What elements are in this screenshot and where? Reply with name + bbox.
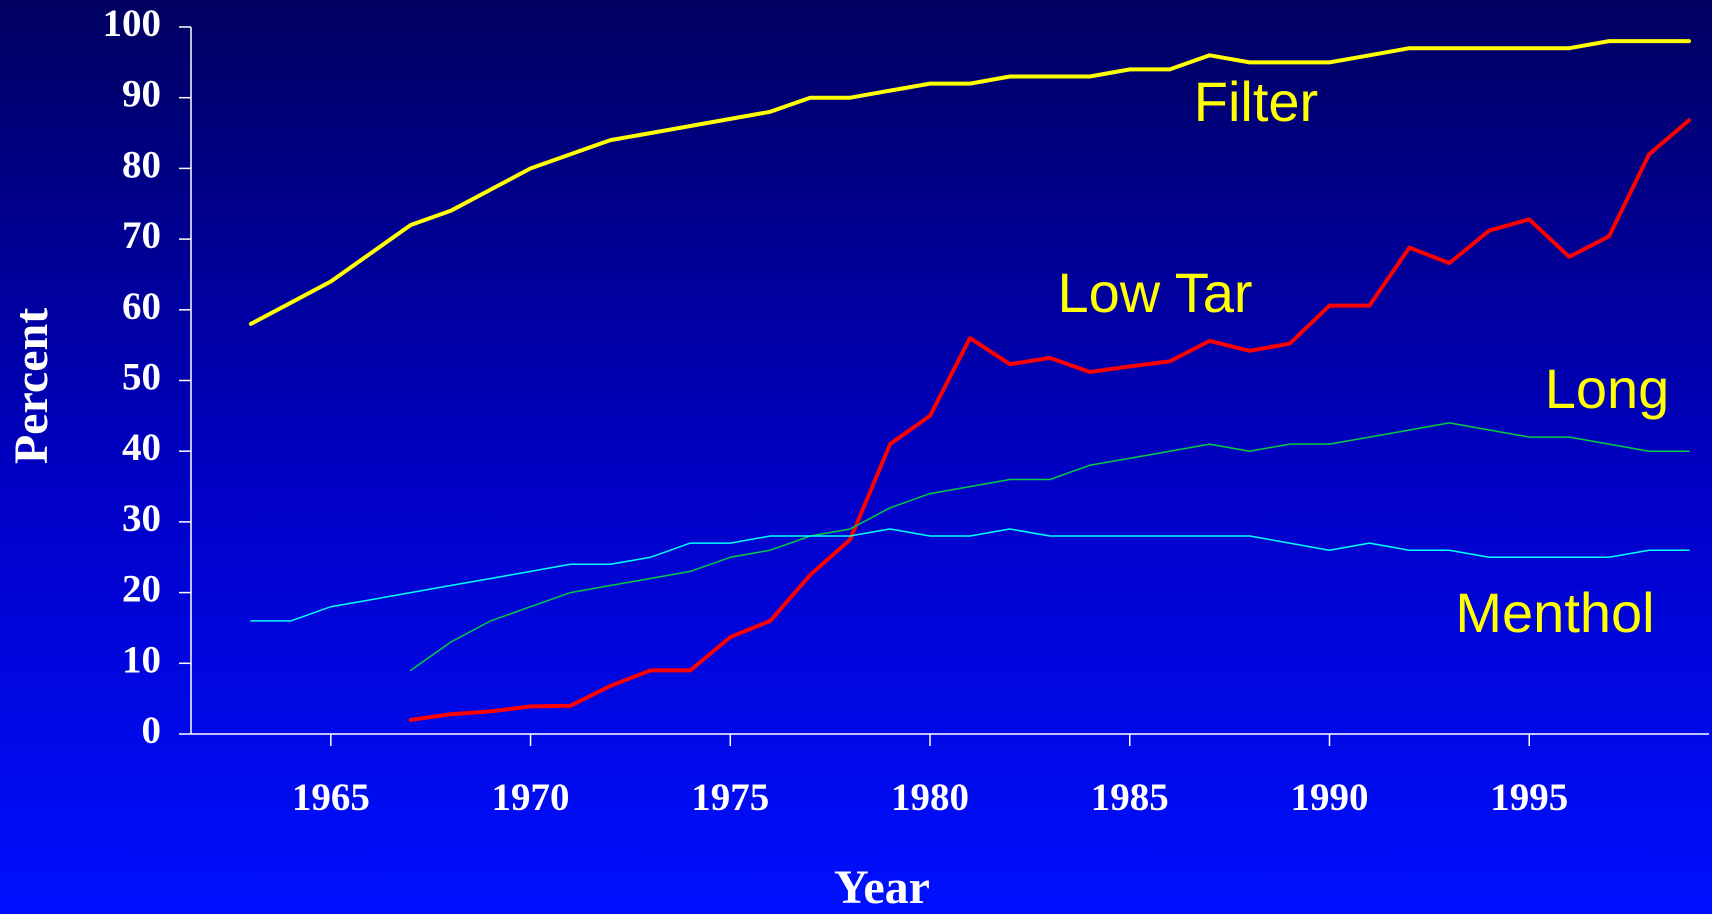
y-axis-title: Percent <box>5 308 58 464</box>
x-tick-label: 1985 <box>1091 776 1169 819</box>
y-tick-label: 0 <box>142 709 162 752</box>
x-tick-label: 1980 <box>891 776 969 819</box>
y-tick-label: 30 <box>122 497 161 540</box>
series-line <box>250 528 1690 622</box>
x-tick-label: 1965 <box>292 776 370 819</box>
series-line <box>248 39 1691 326</box>
x-tick-label: 1970 <box>492 776 570 819</box>
series-label: Long <box>1545 357 1670 420</box>
y-tick-label: 50 <box>122 355 161 398</box>
x-axis-title: Year <box>834 861 930 914</box>
x-tick-label: 1975 <box>691 776 769 819</box>
series-label: Menthol <box>1455 581 1654 644</box>
series-label: Filter <box>1194 70 1318 133</box>
y-tick-label: 10 <box>122 638 161 681</box>
y-tick-label: 60 <box>122 285 161 328</box>
y-tick-label: 70 <box>122 214 161 257</box>
y-tick-label: 90 <box>122 73 161 116</box>
series-line <box>408 118 1691 722</box>
y-tick-label: 80 <box>122 143 161 186</box>
x-tick-label: 1995 <box>1490 776 1568 819</box>
y-tick-label: 100 <box>103 2 162 45</box>
y-tick-label: 20 <box>122 568 161 611</box>
y-tick-label: 40 <box>122 426 161 469</box>
x-tick-label: 1990 <box>1291 776 1369 819</box>
series-label: Low Tar <box>1057 261 1252 324</box>
series-line <box>409 422 1690 672</box>
